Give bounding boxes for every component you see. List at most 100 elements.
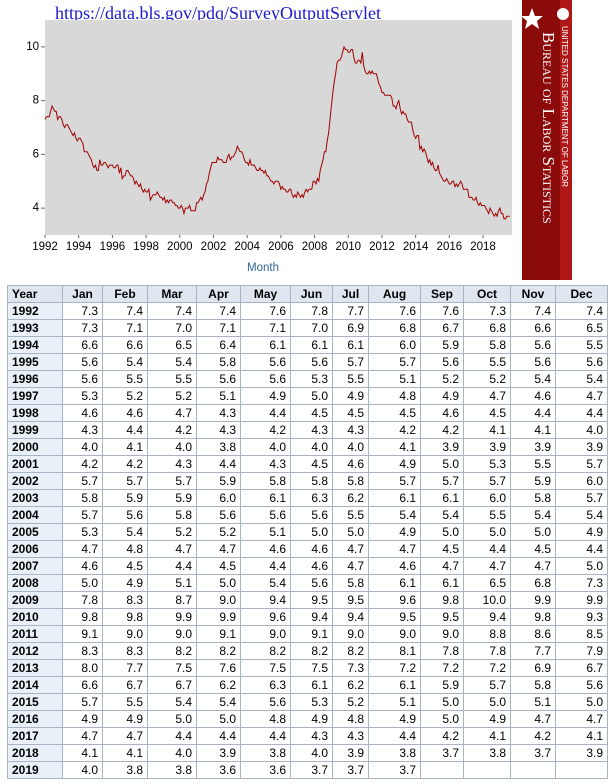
value-cell: 4.1 [463, 421, 511, 439]
table-row: 2008 5.0 4.9 5.1 5.0 5.4 5.6 5.8 6.1 6.1 6.5 6.8 7.3 [7, 574, 608, 592]
value-cell: 4.7 [510, 710, 556, 728]
value-cell: 5.2 [147, 387, 197, 405]
x-tick-label: 2014 [403, 241, 429, 253]
header-row: Year Jan Feb Mar Apr May Jun Jul Aug Sep Oct Nov Dec [7, 285, 608, 303]
value-cell: 3.8 [463, 744, 511, 762]
value-cell: 5.7 [463, 472, 511, 490]
value-cell: 9.4 [332, 608, 369, 626]
value-cell: 7.7 [510, 642, 556, 660]
value-cell: 5.6 [62, 353, 103, 371]
agency-name: Bureau of Labor Statistics [539, 32, 558, 224]
value-cell: 9.8 [102, 608, 148, 626]
value-cell: 9.1 [290, 625, 333, 643]
year-cell: 2004 [7, 506, 63, 524]
year-cell: 2003 [7, 489, 63, 507]
value-cell: 9.5 [420, 608, 464, 626]
value-cell: 9.0 [196, 591, 241, 609]
column-header: Year [7, 285, 63, 303]
value-cell: 4.9 [463, 710, 511, 728]
value-cell: 4.2 [368, 421, 421, 439]
value-cell: 3.9 [555, 438, 608, 456]
value-cell: 5.6 [290, 574, 333, 592]
value-cell: 4.2 [62, 455, 103, 473]
value-cell: 4.4 [196, 455, 241, 473]
value-cell: 4.3 [332, 421, 369, 439]
value-cell: 5.9 [510, 472, 556, 490]
table-row: 2005 5.3 5.4 5.2 5.2 5.1 5.0 5.0 4.9 5.0 5.0 5.0 4.9 [7, 523, 608, 541]
table-row: 2017 4.7 4.7 4.4 4.4 4.4 4.3 4.3 4.4 4.2 4.1 4.2 4.1 [7, 727, 608, 745]
year-cell: 2016 [7, 710, 63, 728]
value-cell: 5.5 [147, 370, 197, 388]
value-cell: 8.3 [102, 591, 148, 609]
value-cell: 5.0 [420, 523, 464, 541]
value-cell: 9.6 [368, 591, 421, 609]
value-cell: 7.7 [332, 302, 369, 320]
value-cell: 3.6 [196, 761, 241, 779]
year-cell: 2015 [7, 693, 63, 711]
logo-stripe [560, 0, 572, 280]
value-cell: 6.9 [510, 659, 556, 677]
value-cell: 5.6 [240, 693, 291, 711]
value-cell: 5.2 [420, 370, 464, 388]
value-cell: 4.9 [368, 710, 421, 728]
value-cell: 9.3 [555, 608, 608, 626]
value-cell: 4.3 [290, 421, 333, 439]
value-cell: 5.6 [510, 336, 556, 354]
value-cell: 8.2 [332, 642, 369, 660]
column-header: May [240, 285, 291, 303]
value-cell: 5.9 [147, 489, 197, 507]
value-cell: 4.9 [332, 387, 369, 405]
y-tick-label: 4 [33, 202, 40, 214]
value-cell: 5.4 [510, 506, 556, 524]
value-cell: 5.7 [555, 455, 608, 473]
value-cell: 3.9 [463, 438, 511, 456]
value-cell: 5.6 [290, 506, 333, 524]
value-cell: 6.1 [290, 336, 333, 354]
value-cell: 5.3 [62, 523, 103, 541]
x-tick-label: 2012 [369, 241, 395, 253]
value-cell: 5.9 [420, 676, 464, 694]
value-cell: 5.4 [147, 353, 197, 371]
value-cell: 5.7 [332, 353, 369, 371]
value-cell: 4.1 [62, 744, 103, 762]
value-cell: 7.0 [147, 319, 197, 337]
x-axis-label: Month [247, 262, 279, 274]
value-cell: 4.4 [102, 421, 148, 439]
value-cell: 9.5 [290, 591, 333, 609]
value-cell: 5.0 [62, 574, 103, 592]
value-cell: 7.3 [332, 659, 369, 677]
bls-logo[interactable]: UNITED STATES DEPARTMENT OF LABOR Bureau… [522, 0, 572, 280]
value-cell: 5.6 [555, 353, 608, 371]
value-cell: 3.7 [510, 744, 556, 762]
value-cell: 8.6 [510, 625, 556, 643]
value-cell: 7.0 [290, 319, 333, 337]
value-cell: 4.7 [332, 540, 369, 558]
value-cell: 3.7 [368, 761, 421, 779]
value-cell: 7.8 [463, 642, 511, 660]
value-cell: 6.0 [555, 472, 608, 490]
value-cell: 5.6 [240, 353, 291, 371]
value-cell: 7.4 [510, 302, 556, 320]
value-cell: 4.0 [290, 438, 333, 456]
value-cell: 3.8 [368, 744, 421, 762]
table-row: 2003 5.8 5.9 5.9 6.0 6.1 6.3 6.2 6.1 6.1 6.0 5.8 5.7 [7, 489, 608, 507]
table-row: 2010 9.8 9.8 9.9 9.9 9.6 9.4 9.4 9.5 9.5 9.4 9.8 9.3 [7, 608, 608, 626]
value-cell: 9.1 [62, 625, 103, 643]
value-cell: 4.9 [102, 710, 148, 728]
value-cell: 3.6 [240, 761, 291, 779]
value-cell: 7.4 [102, 302, 148, 320]
value-cell: 3.7 [420, 744, 464, 762]
url[interactable]: https://data.bls.gov/pdq/SurveyOutputSer… [55, 3, 381, 23]
value-cell: 5.4 [420, 506, 464, 524]
table-row: 2000 4.0 4.1 4.0 3.8 4.0 4.0 4.0 4.1 3.9 3.9 3.9 3.9 [7, 438, 608, 456]
value-cell: 4.7 [555, 710, 608, 728]
value-cell: 4.7 [332, 557, 369, 575]
column-header: Feb [102, 285, 148, 303]
value-cell: 6.3 [290, 489, 333, 507]
value-cell: 5.6 [240, 506, 291, 524]
value-cell: 5.4 [510, 370, 556, 388]
value-cell: 5.9 [102, 489, 148, 507]
value-cell: 4.1 [102, 744, 148, 762]
value-cell: 3.7 [332, 761, 369, 779]
value-cell: 4.4 [555, 540, 608, 558]
